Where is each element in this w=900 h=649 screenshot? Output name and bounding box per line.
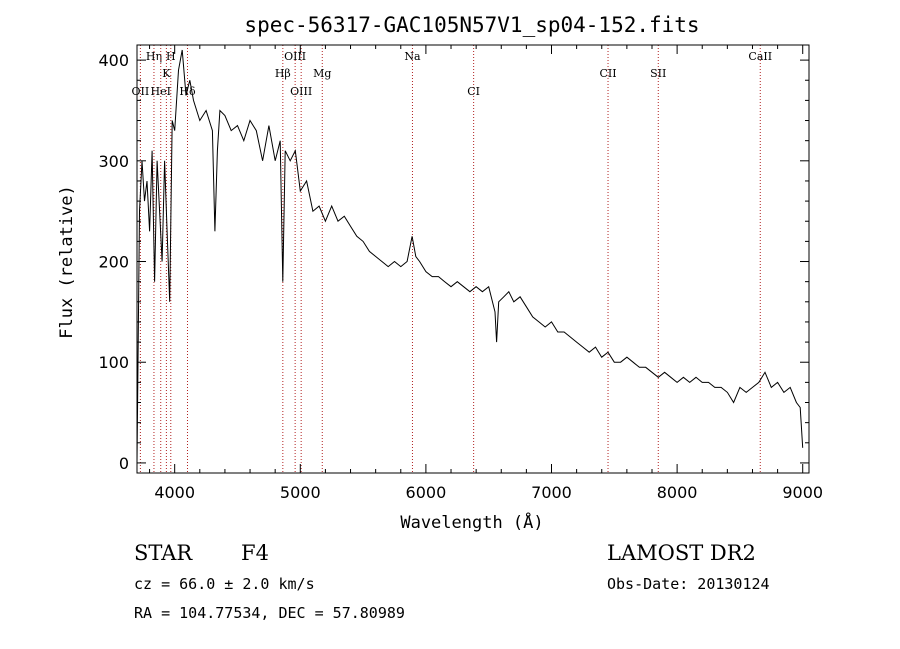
object-class: STAR — [134, 541, 193, 565]
spectral-line-label: CII — [599, 67, 616, 80]
x-tick-label: 7000 — [531, 483, 572, 502]
observation-date: Obs-Date: 20130124 — [607, 575, 770, 593]
redshift-velocity: cz = 66.0 ± 2.0 km/s — [134, 575, 315, 593]
spectral-line-label: Mg — [313, 67, 331, 80]
spectral-line-label: Hβ — [275, 67, 291, 80]
x-tick-label: 8000 — [657, 483, 698, 502]
spectral-line-label: CI — [467, 85, 480, 98]
object-subclass: F4 — [241, 541, 269, 565]
spectral-line-label: Hδ — [179, 85, 196, 98]
y-axis-ticks: 0 100 200 300 400 — [98, 51, 809, 473]
spectral-line-label: OIII — [284, 50, 306, 63]
spectral-line-label: K — [162, 67, 171, 80]
chart-title: spec-56317-GAC105N57V1_sp04-152.fits — [244, 13, 699, 37]
y-tick-label: 400 — [98, 51, 129, 70]
spectral-line-label: HeI — [151, 85, 171, 98]
spectrum-series — [136, 49, 804, 463]
sky-coordinates: RA = 104.77534, DEC = 57.80989 — [134, 604, 405, 622]
spectral-line-label: OIII — [290, 85, 312, 98]
spectrum-line — [136, 49, 804, 463]
x-axis-label: Wavelength (Å) — [400, 511, 543, 533]
survey-name: LAMOST DR2 — [607, 541, 756, 565]
x-tick-label: 4000 — [154, 483, 195, 502]
y-axis-label: Flux (relative) — [57, 185, 77, 339]
spectral-line-label: SII — [650, 67, 666, 80]
spectrum-chart: spec-56317-GAC105N57V1_sp04-152.fits OII… — [57, 13, 823, 533]
spectral-line-label: Hη — [146, 50, 162, 63]
x-tick-label: 6000 — [406, 483, 447, 502]
x-tick-label: 9000 — [782, 483, 823, 502]
spectral-line-label: H — [166, 50, 176, 63]
spectral-line-label: Na — [404, 50, 421, 63]
y-tick-label: 0 — [119, 454, 129, 473]
plot-frame — [136, 44, 810, 474]
spectral-line-label: OII — [132, 85, 150, 98]
x-axis-ticks: 4000 5000 6000 7000 8000 9000 — [149, 45, 823, 502]
y-tick-label: 100 — [98, 353, 129, 372]
y-tick-label: 300 — [98, 152, 129, 171]
y-tick-label: 200 — [98, 253, 129, 272]
spectral-line-label: CaII — [748, 50, 772, 63]
x-tick-label: 5000 — [280, 483, 321, 502]
